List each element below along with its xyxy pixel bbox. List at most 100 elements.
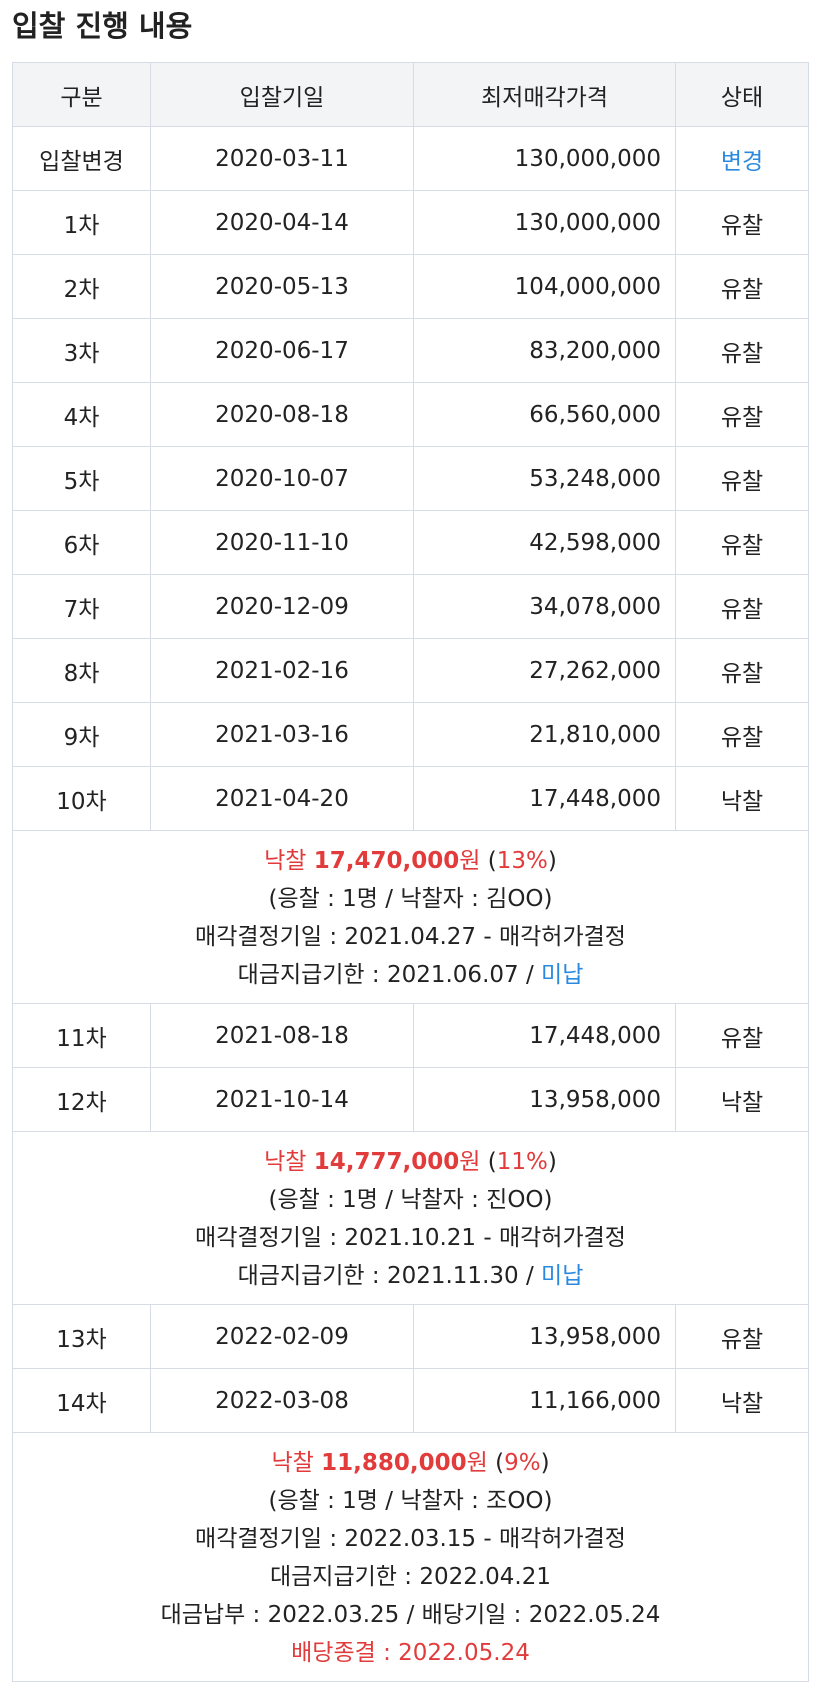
date-cell: 2020-08-18 <box>150 382 414 447</box>
column-header-status: 상태 <box>675 62 809 127</box>
price-cell: 42,598,000 <box>413 510 676 575</box>
round-cell: 1차 <box>12 190 151 255</box>
winning-bid-line: 낙찰 17,470,000원 (13%) <box>264 848 557 874</box>
table-row: 9차 2021-03-16 21,810,000 유찰 <box>12 702 809 767</box>
status-cell: 유찰 <box>675 254 809 319</box>
round-cell: 9차 <box>12 702 151 767</box>
date-cell: 2020-11-10 <box>150 510 414 575</box>
auction-result-row: 낙찰 11,880,000원 (9%) (응찰 : 1명 / 낙찰자 : 조OO… <box>12 1432 809 1682</box>
date-cell: 2021-03-16 <box>150 702 414 767</box>
date-cell: 2021-02-16 <box>150 638 414 703</box>
date-cell: 2022-03-08 <box>150 1368 414 1433</box>
bidders-line: (응찰 : 1명 / 낙찰자 : 김OO) <box>268 886 553 912</box>
date-cell: 2020-06-17 <box>150 318 414 383</box>
round-cell: 3차 <box>12 318 151 383</box>
date-cell: 2020-03-11 <box>150 126 414 191</box>
price-cell: 34,078,000 <box>413 574 676 639</box>
bidders-line: (응찰 : 1명 / 낙찰자 : 조OO) <box>268 1488 553 1514</box>
status-cell: 유찰 <box>675 190 809 255</box>
table-row: 10차 2021-04-20 17,448,000 낙찰 <box>12 766 809 831</box>
status-cell: 유찰 <box>675 382 809 447</box>
price-cell: 130,000,000 <box>413 126 676 191</box>
status-cell[interactable]: 변경 <box>675 126 809 191</box>
column-header-date: 입찰기일 <box>150 62 414 127</box>
page-title: 입찰 진행 내용 <box>12 9 193 43</box>
status-cell: 유찰 <box>675 1003 809 1068</box>
price-cell: 66,560,000 <box>413 382 676 447</box>
round-cell: 14차 <box>12 1368 151 1433</box>
table-row: 1차 2020-04-14 130,000,000 유찰 <box>12 190 809 255</box>
table-row: 14차 2022-03-08 11,166,000 낙찰 <box>12 1368 809 1433</box>
table-row: 7차 2020-12-09 34,078,000 유찰 <box>12 574 809 639</box>
table-row: 5차 2020-10-07 53,248,000 유찰 <box>12 446 809 511</box>
table-row: 3차 2020-06-17 83,200,000 유찰 <box>12 318 809 383</box>
dividend-end-line: 배당종결 : 2022.05.24 <box>291 1640 530 1666</box>
round-cell: 4차 <box>12 382 151 447</box>
decision-date-line: 매각결정기일 : 2021.04.27 - 매각허가결정 <box>195 924 626 950</box>
round-cell: 8차 <box>12 638 151 703</box>
round-cell: 입찰변경 <box>12 126 151 191</box>
round-cell: 6차 <box>12 510 151 575</box>
status-cell: 낙찰 <box>675 1368 809 1433</box>
round-cell: 5차 <box>12 446 151 511</box>
status-cell: 유찰 <box>675 318 809 383</box>
status-cell: 유찰 <box>675 638 809 703</box>
date-cell: 2020-10-07 <box>150 446 414 511</box>
table-row: 4차 2020-08-18 66,560,000 유찰 <box>12 382 809 447</box>
payment-dividend-line: 대금납부 : 2022.03.25 / 배당기일 : 2022.05.24 <box>160 1602 661 1628</box>
price-cell: 11,166,000 <box>413 1368 676 1433</box>
status-cell: 유찰 <box>675 446 809 511</box>
price-cell: 17,448,000 <box>413 1003 676 1068</box>
date-cell: 2021-08-18 <box>150 1003 414 1068</box>
status-cell: 낙찰 <box>675 766 809 831</box>
price-cell: 83,200,000 <box>413 318 676 383</box>
status-cell: 유찰 <box>675 1304 809 1369</box>
auction-result-row: 낙찰 14,777,000원 (11%) (응찰 : 1명 / 낙찰자 : 진O… <box>12 1131 809 1305</box>
price-cell: 27,262,000 <box>413 638 676 703</box>
payment-deadline-line: 대금지급기한 : 2021.11.30 / 미납 <box>237 1263 584 1289</box>
column-header-min-price: 최저매각가격 <box>413 62 676 127</box>
status-cell: 유찰 <box>675 574 809 639</box>
price-cell: 21,810,000 <box>413 702 676 767</box>
round-cell: 7차 <box>12 574 151 639</box>
price-cell: 13,958,000 <box>413 1067 676 1132</box>
winning-bid-line: 낙찰 11,880,000원 (9%) <box>271 1450 550 1476</box>
payment-deadline-line: 대금지급기한 : 2021.06.07 / 미납 <box>237 962 584 988</box>
bid-history-table: 구분 입찰기일 최저매각가격 상태 입찰변경 2020-03-11 130,00… <box>12 62 809 1682</box>
table-row: 13차 2022-02-09 13,958,000 유찰 <box>12 1304 809 1369</box>
date-cell: 2020-12-09 <box>150 574 414 639</box>
round-cell: 10차 <box>12 766 151 831</box>
round-cell: 2차 <box>12 254 151 319</box>
round-cell: 11차 <box>12 1003 151 1068</box>
price-cell: 53,248,000 <box>413 446 676 511</box>
column-header-round: 구분 <box>12 62 151 127</box>
decision-date-line: 매각결정기일 : 2022.03.15 - 매각허가결정 <box>195 1526 626 1552</box>
date-cell: 2020-05-13 <box>150 254 414 319</box>
payment-status-link[interactable]: 미납 <box>541 1263 584 1289</box>
table-header-row: 구분 입찰기일 최저매각가격 상태 <box>12 62 809 127</box>
round-cell: 13차 <box>12 1304 151 1369</box>
status-cell: 유찰 <box>675 510 809 575</box>
table-row: 2차 2020-05-13 104,000,000 유찰 <box>12 254 809 319</box>
price-cell: 17,448,000 <box>413 766 676 831</box>
payment-deadline-line: 대금지급기한 : 2022.04.21 <box>269 1564 552 1590</box>
auction-result-row: 낙찰 17,470,000원 (13%) (응찰 : 1명 / 낙찰자 : 김O… <box>12 830 809 1004</box>
auction-result-detail: 낙찰 14,777,000원 (11%) (응찰 : 1명 / 낙찰자 : 진O… <box>12 1131 809 1305</box>
bidders-line: (응찰 : 1명 / 낙찰자 : 진OO) <box>268 1187 553 1213</box>
table-row: 6차 2020-11-10 42,598,000 유찰 <box>12 510 809 575</box>
payment-status-link[interactable]: 미납 <box>541 962 584 988</box>
date-cell: 2021-04-20 <box>150 766 414 831</box>
date-cell: 2020-04-14 <box>150 190 414 255</box>
table-row: 8차 2021-02-16 27,262,000 유찰 <box>12 638 809 703</box>
price-cell: 104,000,000 <box>413 254 676 319</box>
table-row: 12차 2021-10-14 13,958,000 낙찰 <box>12 1067 809 1132</box>
status-cell: 유찰 <box>675 702 809 767</box>
price-cell: 13,958,000 <box>413 1304 676 1369</box>
price-cell: 130,000,000 <box>413 190 676 255</box>
decision-date-line: 매각결정기일 : 2021.10.21 - 매각허가결정 <box>195 1225 626 1251</box>
date-cell: 2022-02-09 <box>150 1304 414 1369</box>
table-row: 입찰변경 2020-03-11 130,000,000 변경 <box>12 126 809 191</box>
auction-result-detail: 낙찰 17,470,000원 (13%) (응찰 : 1명 / 낙찰자 : 김O… <box>12 830 809 1004</box>
date-cell: 2021-10-14 <box>150 1067 414 1132</box>
auction-result-detail: 낙찰 11,880,000원 (9%) (응찰 : 1명 / 낙찰자 : 조OO… <box>12 1432 809 1682</box>
